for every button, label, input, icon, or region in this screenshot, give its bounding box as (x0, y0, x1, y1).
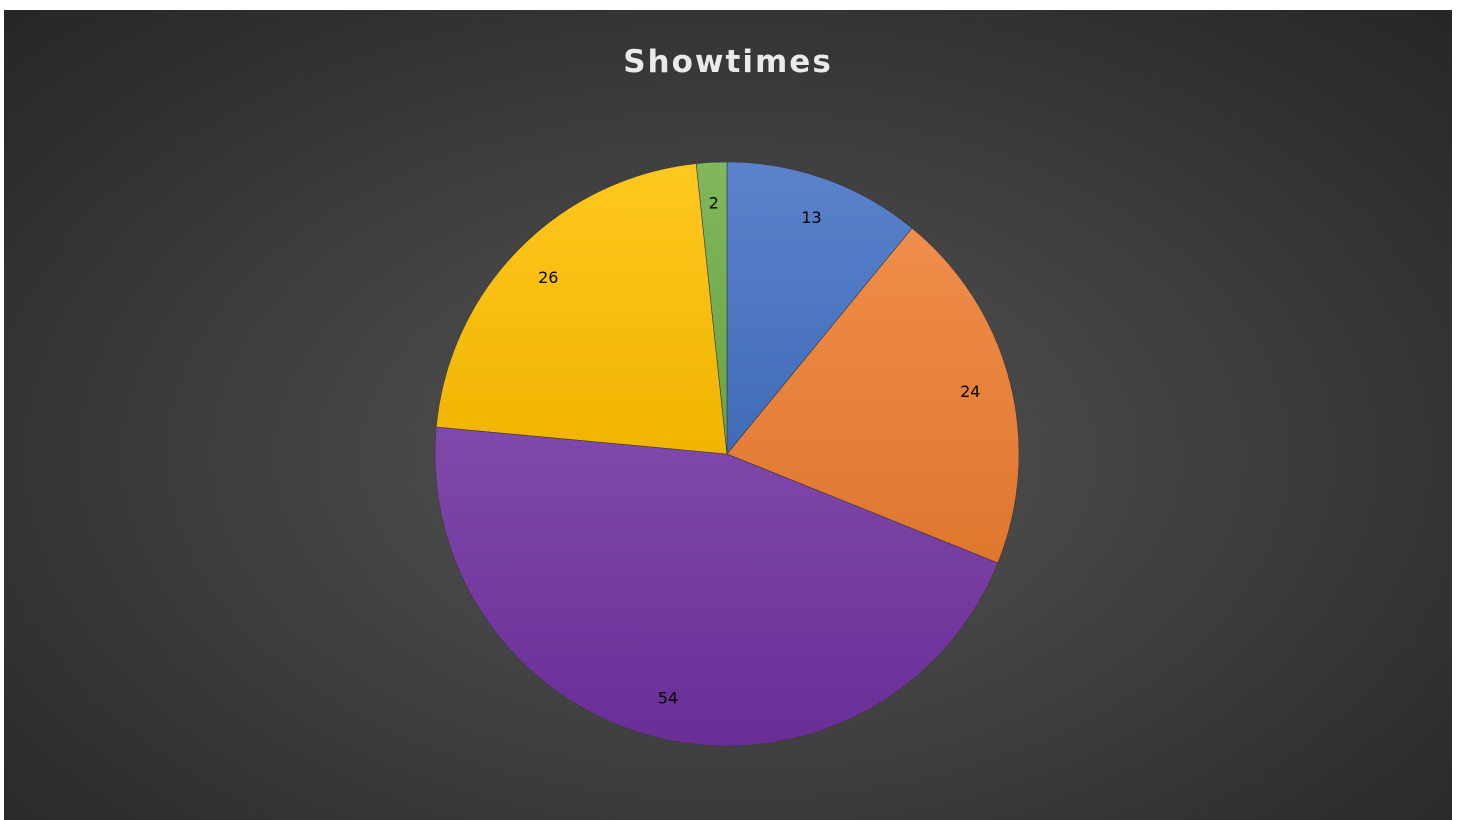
pie-slice-4 (435, 163, 728, 455)
chart-title: Showtimes (623, 44, 833, 80)
pie-slice-2 (726, 227, 1020, 564)
slice-data-label-4: 26 (538, 268, 558, 287)
pie-slice-5 (695, 161, 728, 455)
slice-data-label-2: 24 (960, 382, 980, 401)
pie-slice-3 (434, 426, 999, 747)
pie-chart: 13 24 54 26 2 (434, 161, 1020, 747)
chart-area: Showtimes 13 24 54 26 2 (4, 10, 1452, 820)
slice-data-label-1: 13 (801, 208, 821, 227)
pie-slice-1 (726, 161, 913, 455)
slice-data-label-5: 2 (709, 194, 719, 213)
slice-data-label-3: 54 (658, 689, 678, 708)
